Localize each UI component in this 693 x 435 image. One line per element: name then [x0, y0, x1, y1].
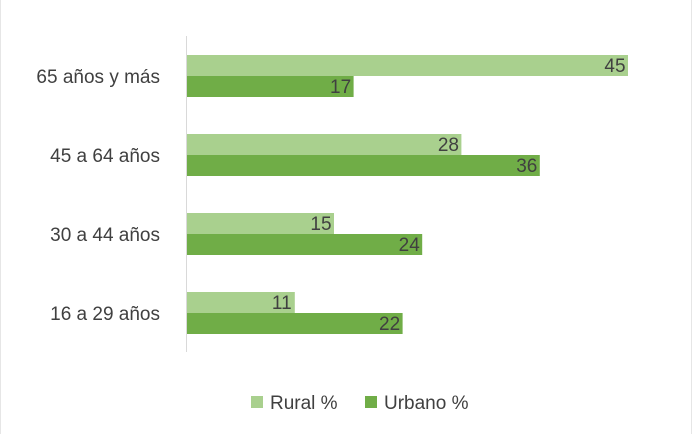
legend-swatch-urbano: [365, 396, 377, 408]
category-labels: 65 años y más 45 a 64 años 30 a 44 años 16 …: [36, 67, 160, 325]
legend-label-urbano: Urbano %: [384, 393, 469, 414]
bar-urbano-45-a-64-anos: [187, 155, 540, 176]
data-label-rural-16-a-29-anos: 11: [272, 293, 292, 314]
bar-rural-45-a-64-anos: [187, 134, 462, 155]
bar-urbano-65-anos-y-mas: [187, 76, 354, 97]
bar-urbano-30-a-44-anos: [187, 234, 423, 255]
legend: Rural % Urbano %: [251, 393, 469, 414]
legend-label-rural: Rural %: [270, 393, 338, 414]
category-label-45-a-64-anos: 45 a 64 años: [50, 146, 160, 167]
data-label-urbano-45-a-64-anos: 36: [516, 156, 537, 177]
data-label-urbano-16-a-29-anos: 22: [379, 314, 400, 335]
data-labels: 45 17 28 36 15 24 11 22: [272, 56, 626, 335]
data-label-rural-45-a-64-anos: 28: [438, 135, 459, 156]
data-label-urbano-30-a-44-anos: 24: [399, 235, 421, 256]
data-label-rural-65-anos-y-mas: 45: [604, 56, 625, 77]
bar-rural-16-a-29-anos: [187, 292, 295, 313]
category-label-16-a-29-anos: 16 a 29 años: [50, 304, 160, 325]
category-label-30-a-44-anos: 30 a 44 años: [50, 225, 160, 246]
bar-rural-65-anos-y-mas: [187, 55, 628, 76]
data-label-urbano-65-anos-y-mas: 17: [330, 77, 351, 98]
data-label-rural-30-a-44-anos: 15: [310, 214, 331, 235]
bar-urbano-16-a-29-anos: [187, 313, 403, 334]
bars-group: [187, 55, 628, 334]
bar-rural-30-a-44-anos: [187, 213, 334, 234]
legend-swatch-rural: [251, 396, 263, 408]
category-label-65-anos-y-mas: 65 años y más: [36, 67, 160, 88]
